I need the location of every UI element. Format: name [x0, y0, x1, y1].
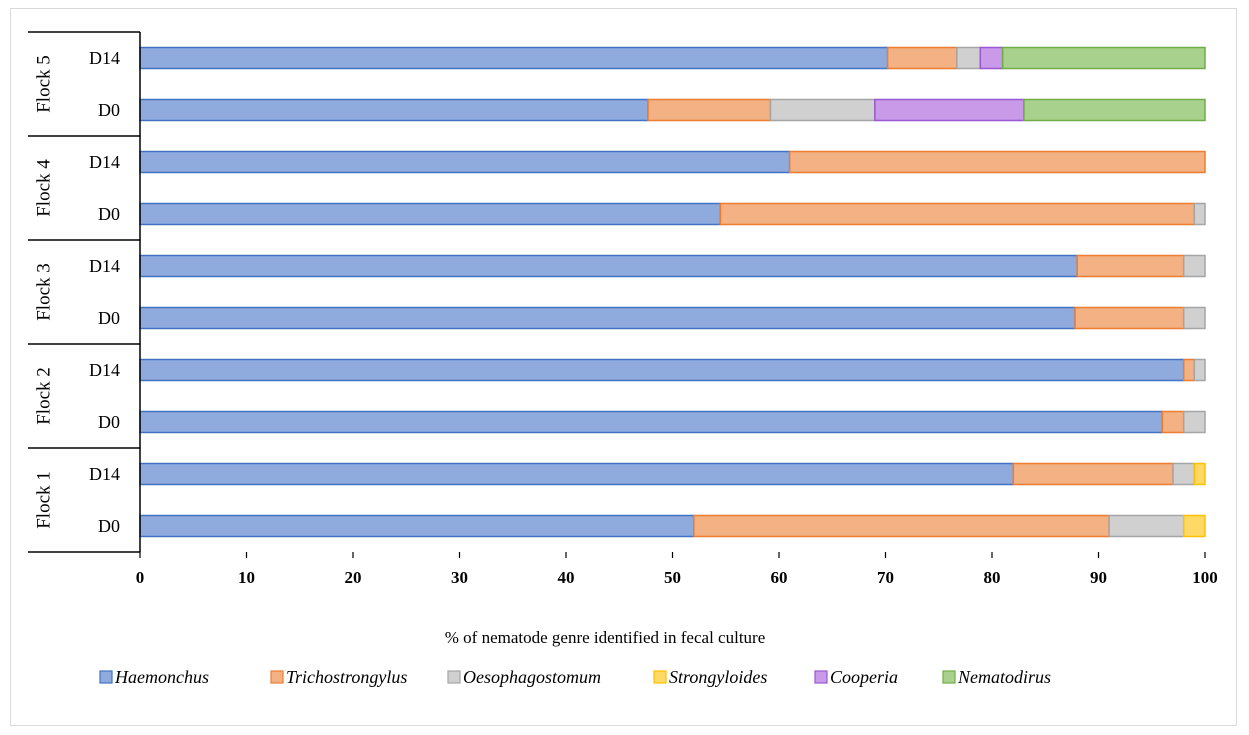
group-label-flock-3: Flock 3 [33, 263, 54, 321]
bar-flock-3-d14-oesophagostomum [1182, 254, 1206, 278]
bar-flock-2-d14-trichostrongylus [1182, 358, 1196, 382]
bar-flock-5-d14-cooperia [979, 46, 1004, 70]
bar-flock-5-d14-trichostrongylus [886, 46, 958, 70]
bar-flock-5-d14-oesophagostomum [956, 46, 982, 70]
category-label-flock-2-d14: D14 [89, 360, 120, 380]
bar-flock-5-d0-haemonchus [139, 98, 649, 122]
x-tick-label-100: 100 [1192, 568, 1218, 587]
x-tick-label-30: 30 [451, 568, 468, 587]
bar-flock-5-d14-haemonchus [139, 46, 889, 70]
legend-label-trichostrongylus: Trichostrongylus [286, 667, 407, 687]
bar-flock-3-d14-haemonchus [139, 254, 1078, 278]
bar-flock-3-d0-trichostrongylus [1074, 306, 1185, 330]
group-label-flock-2: Flock 2 [33, 367, 54, 425]
category-label-flock-1-d14: D14 [89, 464, 120, 484]
bar-flock-1-d0-oesophagostomum [1108, 514, 1185, 538]
legend-label-oesophagostomum: Oesophagostomum [463, 667, 601, 687]
bar-flock-4-d0-trichostrongylus [719, 202, 1196, 226]
bar-flock-2-d0-trichostrongylus [1161, 410, 1185, 434]
x-axis-title: % of nematode genre identified in fecal … [445, 628, 766, 647]
bar-flock-1-d0-haemonchus [139, 514, 695, 538]
legend-label-haemonchus: Haemonchus [114, 667, 209, 687]
legend-swatch-cooperia [814, 670, 828, 684]
category-label-flock-1-d0: D0 [98, 516, 120, 536]
bar-flock-3-d0-oesophagostomum [1182, 306, 1206, 330]
bar-flock-5-d0-cooperia [874, 98, 1025, 122]
group-label-flock-1: Flock 1 [33, 471, 54, 529]
bar-flock-4-d14-haemonchus [139, 150, 791, 174]
bar-flock-5-d14-nematodirus [1001, 46, 1206, 70]
bar-flock-4-d0-haemonchus [139, 202, 722, 226]
bar-flock-4-d14-trichostrongylus [788, 150, 1206, 174]
x-tick-label-10: 10 [238, 568, 255, 587]
bar-flock-2-d14-oesophagostomum [1193, 358, 1206, 382]
bar-flock-2-d0-oesophagostomum [1182, 410, 1206, 434]
bar-flock-5-d0-trichostrongylus [647, 98, 772, 122]
bar-flock-1-d14-oesophagostomum [1172, 462, 1196, 486]
x-tick-label-20: 20 [345, 568, 362, 587]
group-label-flock-5: Flock 5 [33, 55, 54, 113]
category-label-flock-4-d0: D0 [98, 204, 120, 224]
legend-swatch-trichostrongylus [270, 670, 284, 684]
legend-swatch-oesophagostomum [447, 670, 461, 684]
bar-flock-5-d0-oesophagostomum [769, 98, 876, 122]
bar-flock-5-d0-nematodirus [1023, 98, 1206, 122]
category-label-flock-5-d0: D0 [98, 100, 120, 120]
bar-flock-1-d14-trichostrongylus [1012, 462, 1174, 486]
legend-swatch-nematodirus [942, 670, 956, 684]
legend-label-cooperia: Cooperia [830, 667, 898, 687]
x-tick-label-80: 80 [984, 568, 1001, 587]
legend-swatch-strongyloides [653, 670, 667, 684]
x-tick-label-40: 40 [558, 568, 575, 587]
x-tick-label-0: 0 [136, 568, 145, 587]
x-tick-label-60: 60 [771, 568, 788, 587]
bar-flock-1-d0-strongyloides [1182, 514, 1206, 538]
group-label-flock-4: Flock 4 [33, 159, 54, 217]
bar-flock-3-d14-trichostrongylus [1076, 254, 1185, 278]
bar-flock-1-d14-strongyloides [1193, 462, 1206, 486]
bar-flock-1-d14-haemonchus [139, 462, 1015, 486]
legend-label-nematodirus: Nematodirus [957, 667, 1051, 687]
bar-flock-4-d0-oesophagostomum [1193, 202, 1206, 226]
category-label-flock-3-d0: D0 [98, 308, 120, 328]
x-tick-label-50: 50 [664, 568, 681, 587]
bar-flock-2-d0-haemonchus [139, 410, 1164, 434]
category-label-flock-5-d14: D14 [89, 48, 120, 68]
bar-flock-2-d14-haemonchus [139, 358, 1185, 382]
x-tick-label-70: 70 [877, 568, 894, 587]
category-label-flock-2-d0: D0 [98, 412, 120, 432]
legend-label-strongyloides: Strongyloides [669, 667, 767, 687]
bar-flock-1-d0-trichostrongylus [693, 514, 1110, 538]
bar-flock-3-d0-haemonchus [139, 306, 1076, 330]
category-label-flock-4-d14: D14 [89, 152, 120, 172]
legend-swatch-haemonchus [99, 670, 113, 684]
x-tick-label-90: 90 [1090, 568, 1107, 587]
category-label-flock-3-d14: D14 [89, 256, 120, 276]
